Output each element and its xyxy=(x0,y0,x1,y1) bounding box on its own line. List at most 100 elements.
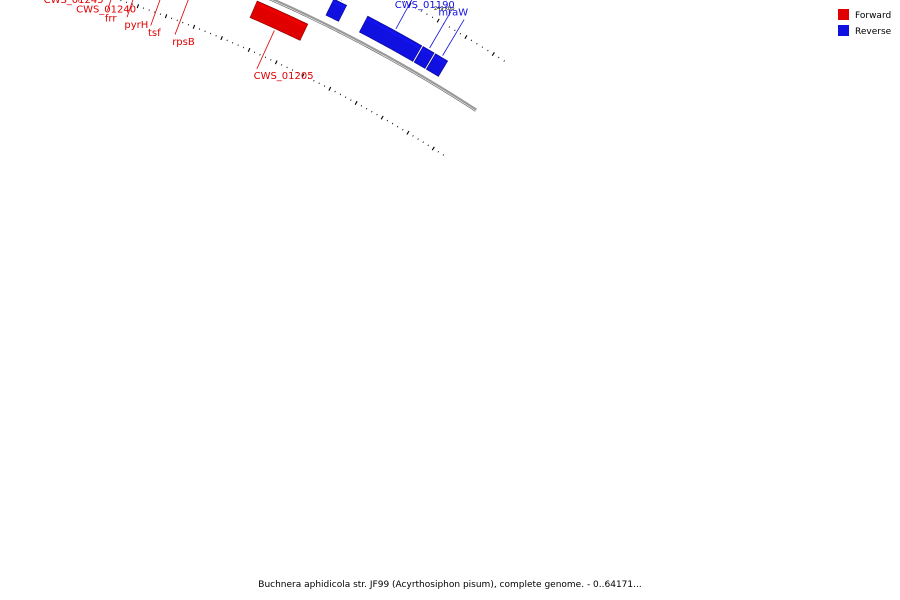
minor-tick xyxy=(318,82,320,85)
minor-tick xyxy=(470,39,473,42)
genome-title: Buchnera aphidicola str. JF99 (Acyrthosi… xyxy=(258,580,641,590)
tick-label: 249 kbp xyxy=(434,6,454,12)
gene-highlight xyxy=(421,48,434,57)
minor-tick xyxy=(323,85,326,87)
minor-tick xyxy=(426,13,428,15)
gene-block[interactable] xyxy=(413,46,435,69)
major-tick xyxy=(436,18,440,23)
minor-tick xyxy=(415,7,417,9)
gene-label[interactable]: mraW xyxy=(438,8,468,19)
major-tick xyxy=(406,130,410,135)
gene-label[interactable]: CWS_01240 xyxy=(76,4,136,15)
gene-label[interactable]: CWS_01245 xyxy=(44,0,104,6)
gene-highlight xyxy=(255,2,307,28)
major-tick xyxy=(136,4,140,9)
minor-tick xyxy=(187,23,190,26)
minor-tick xyxy=(402,128,404,131)
minor-tick xyxy=(270,58,272,61)
minor-tick xyxy=(253,51,256,54)
major-tick xyxy=(301,73,305,78)
minor-tick xyxy=(503,60,505,62)
minor-tick xyxy=(417,138,419,140)
gene-label[interactable]: CWS_01205 xyxy=(254,71,314,82)
minor-tick xyxy=(339,93,342,96)
minor-tick xyxy=(427,144,429,147)
minor-tick xyxy=(209,32,212,35)
minor-tick xyxy=(286,66,288,69)
gene-leader-line xyxy=(126,0,134,18)
minor-tick xyxy=(242,46,245,49)
gene-leader-line xyxy=(174,0,189,35)
gene-block[interactable] xyxy=(249,0,309,41)
minor-tick xyxy=(481,46,484,48)
tick-layer: 249 kbp250 kbp251 kbp252 kbp253 kbp254 k… xyxy=(120,0,505,156)
legend-forward-label: Forward xyxy=(855,11,891,21)
genome-backbone xyxy=(271,0,477,111)
gene-highlight xyxy=(332,0,346,9)
genes-layer xyxy=(249,0,449,77)
minor-tick xyxy=(386,119,389,122)
gene-leader-line xyxy=(429,11,452,49)
minor-tick xyxy=(403,0,406,3)
minor-tick xyxy=(231,41,234,44)
gene-label[interactable]: frr xyxy=(105,13,117,24)
minor-tick xyxy=(204,30,206,33)
minor-tick xyxy=(280,64,283,66)
gene-label[interactable]: CWS_01190 xyxy=(395,0,455,11)
minor-tick xyxy=(307,77,310,79)
major-tick xyxy=(220,36,223,41)
gene-block[interactable] xyxy=(425,53,449,77)
gene-highlight xyxy=(433,55,447,65)
major-tick xyxy=(247,47,251,52)
gene-label[interactable]: pyrH xyxy=(124,20,148,31)
backbone-layer xyxy=(268,0,477,112)
minor-tick xyxy=(334,90,336,93)
minor-tick xyxy=(237,44,239,46)
gene-mraW[interactable] xyxy=(425,53,449,77)
minor-tick xyxy=(344,96,347,99)
legend: Forward Reverse xyxy=(838,9,892,37)
gene-CWS_01205[interactable] xyxy=(249,0,309,41)
major-tick xyxy=(464,34,468,39)
minor-tick xyxy=(448,26,451,28)
minor-tick xyxy=(226,39,228,42)
gene-CWS_01200[interactable] xyxy=(325,0,348,22)
gene-leader-line xyxy=(256,30,275,69)
minor-tick xyxy=(487,49,489,52)
gene-label[interactable]: tsf xyxy=(148,28,161,39)
minor-tick xyxy=(459,32,462,35)
minor-tick xyxy=(431,16,434,19)
minor-tick xyxy=(371,110,373,113)
legend-forward-swatch xyxy=(838,9,849,20)
gene-label[interactable]: rpsB xyxy=(172,37,195,48)
minor-tick xyxy=(297,71,299,74)
gene-leader-line xyxy=(395,0,413,30)
gene-leader-line xyxy=(150,0,161,26)
minor-tick xyxy=(182,21,184,24)
gene-CWS_01190[interactable] xyxy=(413,46,435,69)
minor-tick xyxy=(498,56,500,59)
minor-tick xyxy=(264,56,267,59)
gene-highlight xyxy=(365,17,421,50)
major-tick xyxy=(328,86,332,91)
minor-tick xyxy=(313,79,315,82)
gene-block[interactable] xyxy=(359,15,423,62)
minor-tick xyxy=(360,105,363,107)
gene-leader-line xyxy=(442,19,465,56)
gene-CWS_01195[interactable] xyxy=(359,15,423,62)
major-tick xyxy=(274,60,278,65)
major-tick xyxy=(380,115,384,120)
minor-tick xyxy=(476,42,478,45)
major-tick xyxy=(164,14,168,19)
minor-tick xyxy=(412,135,414,137)
genome-backbone-shadow xyxy=(268,0,476,112)
minor-tick xyxy=(376,113,378,116)
legend-reverse-label: Reverse xyxy=(855,27,892,37)
minor-tick xyxy=(391,122,394,125)
minor-tick xyxy=(422,141,424,143)
major-tick xyxy=(491,52,495,56)
major-tick xyxy=(192,24,196,29)
gene-leader-line xyxy=(106,0,112,11)
minor-tick xyxy=(437,150,440,153)
minor-tick xyxy=(259,54,261,56)
